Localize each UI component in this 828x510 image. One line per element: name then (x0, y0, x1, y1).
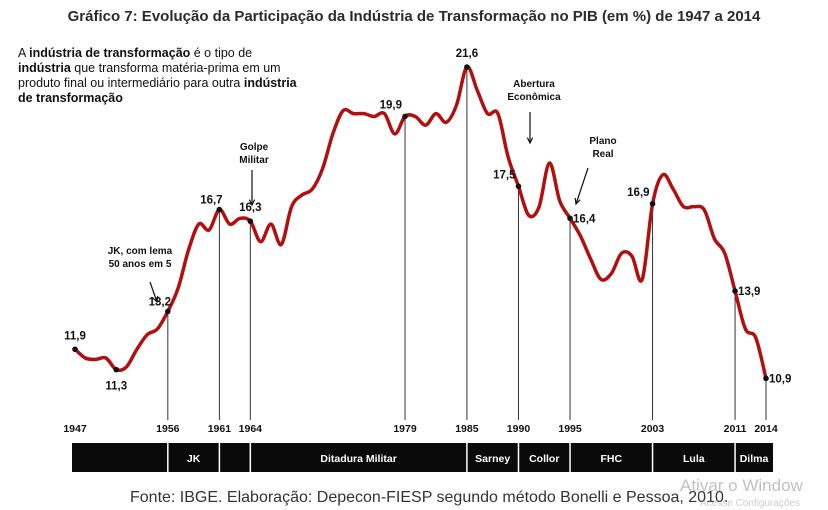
data-point-2003 (649, 200, 656, 207)
data-label-1964: 16,3 (239, 202, 261, 214)
x-tick-1990: 1990 (507, 423, 531, 435)
period-label-5: Collor (529, 453, 559, 465)
desc-text-2: é o tipo de (190, 46, 253, 60)
data-label-1985: 21,6 (456, 48, 478, 60)
data-label-2014: 10,9 (769, 373, 791, 385)
period-label-4: Sarney (475, 453, 510, 465)
period-label-3: Ditadura Militar (320, 453, 396, 465)
annotation-arrowhead-3 (574, 197, 581, 206)
x-tick-1995: 1995 (558, 423, 582, 435)
period-label-1: JK (187, 453, 201, 465)
x-tick-1956: 1956 (156, 423, 180, 435)
desc-text-3: que transforma matéria-prima em um produ… (18, 61, 281, 90)
data-point-1985 (464, 64, 470, 70)
period-bar (72, 443, 773, 472)
annotation-text-2-0: Abertura (513, 79, 555, 90)
data-label-1947: 11,9 (64, 330, 86, 342)
chart-title: Gráfico 7: Evolução da Participação da I… (67, 8, 761, 25)
annotation-text-3-1: Real (592, 149, 613, 160)
data-point-1947 (72, 346, 78, 353)
x-tick-1979: 1979 (393, 423, 417, 435)
activation-watermark: Ativar o Window (680, 476, 803, 495)
annotation-arrow-3 (575, 167, 589, 205)
annotation-arrow-0 (149, 281, 158, 303)
data-label-1979: 19,9 (380, 99, 402, 111)
annotation-text-0-1: 50 anos em 5 (109, 259, 172, 270)
data-point-1951 (113, 366, 120, 373)
annotation-text-3-0: Plano (589, 136, 616, 147)
data-label-1995: 16,4 (573, 213, 596, 225)
data-point-1956 (165, 308, 171, 315)
source-note: Fonte: IBGE. Elaboração: Depecon-FIESP s… (130, 489, 729, 506)
x-tick-2014: 2014 (754, 423, 778, 435)
annotation-text-1-0: Golpe (240, 142, 269, 153)
x-tick-1947: 1947 (63, 423, 87, 435)
x-tick-1961: 1961 (208, 423, 232, 435)
data-point-1995 (567, 215, 573, 222)
desc-bold-2: indústria (18, 61, 71, 75)
data-label-1990: 17,5 (493, 169, 516, 181)
data-point-2014 (763, 375, 769, 382)
data-label-1951: 11,3 (105, 381, 127, 393)
period-label-8: Dilma (740, 453, 769, 465)
activation-watermark-sub: Acesse Configurações (700, 498, 801, 509)
data-point-1979 (402, 113, 408, 120)
desc-text-1: A (18, 46, 30, 60)
data-label-2011: 13,9 (738, 286, 760, 298)
x-tick-2011: 2011 (724, 423, 747, 435)
annotation-text-0-0: JK, com lema (108, 246, 173, 257)
annotation-arrowhead-2 (526, 137, 534, 145)
x-tick-1964: 1964 (239, 423, 263, 435)
desc-bold-1: indústria de transformação (29, 46, 191, 60)
series-line (73, 65, 768, 381)
desc-bold-3: indústria de transformação (18, 76, 297, 105)
chart-description: A indústria de transformação é o tipo de… (18, 46, 308, 106)
data-label-2003: 16,9 (627, 187, 649, 199)
data-point-1990 (515, 183, 522, 190)
annotation-text-1-1: Militar (239, 155, 269, 166)
data-label-1961: 16,7 (200, 195, 222, 207)
annotation-arrowhead-1 (248, 199, 256, 207)
period-label-7: Lula (683, 453, 705, 465)
data-point-2011 (732, 288, 738, 294)
annotation-arrowhead-0 (152, 295, 159, 304)
data-point-1964 (247, 218, 254, 225)
x-tick-2003: 2003 (641, 423, 665, 435)
period-label-6: FHC (601, 453, 623, 465)
data-label-1956: 13,2 (149, 296, 171, 308)
data-point-1961 (216, 206, 223, 213)
annotation-text-2-1: Econômica (507, 92, 561, 103)
x-tick-1985: 1985 (455, 423, 479, 435)
